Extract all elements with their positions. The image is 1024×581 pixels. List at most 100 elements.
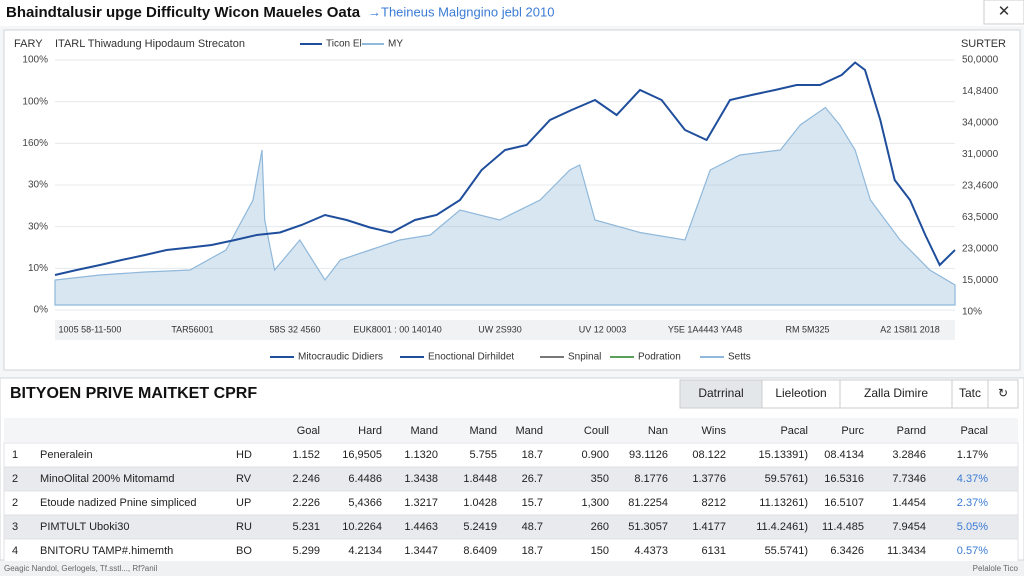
table-row[interactable]	[3, 442, 1019, 468]
left-axis-label: 100%	[22, 55, 48, 66]
cell: 2.226	[292, 497, 320, 509]
row-name: BNITORU TAMP#.himemth	[40, 545, 173, 557]
cell: 5.755	[469, 449, 497, 461]
cell: 48.7	[522, 521, 543, 533]
row-name: MinoOlital 200% Mitomamd	[40, 473, 175, 485]
cell: 4.2134	[348, 545, 382, 557]
title-bar	[0, 0, 1024, 26]
column-header: Parnd	[897, 425, 926, 437]
cell: 81.2254	[628, 497, 668, 509]
window-title: Bhaindtalusir upge Difficulty Wicon Maue…	[6, 4, 361, 21]
column-header: Wins	[702, 425, 727, 437]
cell: 6131	[702, 545, 726, 557]
close-icon[interactable]: ✕	[998, 3, 1011, 20]
cell: 1,300	[581, 497, 609, 509]
cell: 08.4134	[824, 449, 864, 461]
column-header: Coull	[584, 425, 609, 437]
legend-label: Podration	[638, 352, 681, 363]
cell: 0.57%	[957, 545, 988, 557]
cell: 1.1320	[404, 449, 438, 461]
cell: 150	[591, 545, 609, 557]
cell: 1.4177	[692, 521, 726, 533]
right-axis-label: 23,0000	[962, 244, 999, 255]
column-header: Mand	[469, 425, 497, 437]
legend-label: Ticon El	[326, 39, 362, 50]
tab[interactable]	[761, 379, 841, 409]
cell: 18.7	[522, 545, 543, 557]
legend-label: Mitocraudic Didiers	[298, 352, 383, 363]
right-axis-label: 50,0000	[962, 55, 999, 66]
row-index: 1	[12, 449, 18, 461]
cell: 2.246	[292, 473, 320, 485]
cell: 3.2846	[892, 449, 926, 461]
tab-label[interactable]: Lieleotion	[775, 386, 826, 400]
x-axis-label: EUK8001 : 00 140140	[353, 324, 442, 334]
tab-label[interactable]: Datrrinal	[698, 386, 743, 400]
cell: 11.4.485	[822, 521, 864, 533]
cell: 93.1126	[629, 449, 668, 461]
cell: 11.4.2461)	[756, 521, 808, 533]
cell: 2.37%	[957, 497, 988, 509]
tab[interactable]	[951, 379, 989, 409]
cell: 5,4366	[348, 497, 382, 509]
table-row[interactable]	[3, 490, 1019, 516]
header-row	[4, 418, 1018, 442]
x-axis-label: 58S 32 4560	[269, 324, 320, 334]
tab[interactable]	[987, 379, 1019, 409]
legend-label: Snpinal	[568, 352, 601, 363]
x-axis-label: Y5E 1A4443 YA48	[668, 324, 742, 334]
cell: 6.4486	[348, 473, 382, 485]
right-axis-label: 10%	[962, 307, 982, 318]
tab-label[interactable]: Zalla Dimire	[864, 386, 928, 400]
table-row[interactable]	[3, 466, 1019, 492]
cell: 7.9454	[892, 521, 926, 533]
right-axis-label: 14,8400	[962, 86, 999, 97]
left-axis-label: 0%	[34, 305, 49, 316]
footer-bar	[0, 561, 1024, 576]
table-row[interactable]	[3, 538, 1019, 564]
row-index: 4	[12, 545, 18, 557]
line	[54, 61, 956, 276]
column-header: Mand	[515, 425, 543, 437]
cell: 55.5741)	[765, 545, 808, 557]
legend-label: MY	[388, 39, 403, 50]
column-header: Pacal	[960, 425, 988, 437]
column-header: Mand	[410, 425, 438, 437]
cell: 0.900	[581, 449, 609, 461]
cell: 1.3438	[404, 473, 438, 485]
cell: 4.37%	[957, 473, 988, 485]
row-name: Peneralein	[40, 449, 93, 461]
right-axis-label: 63,5000	[962, 212, 999, 223]
area	[54, 106, 956, 306]
window-subtitle: →Theineus Malgngino jebl 2010	[368, 4, 554, 19]
table-row[interactable]	[3, 514, 1019, 540]
right-axis-label: 34,0000	[962, 118, 999, 129]
cell: 5.05%	[957, 521, 988, 533]
tab[interactable]	[679, 379, 763, 409]
x-axis-label: 1005 58-11-500	[59, 324, 122, 334]
cell: 1.0428	[463, 497, 497, 509]
right-axis-label: 15,0000	[962, 275, 999, 286]
column-header: Purc	[841, 425, 864, 437]
cell: 7.7346	[892, 473, 926, 485]
row-index: 2	[12, 473, 18, 485]
cell: 4.4373	[634, 545, 668, 557]
row-code: BO	[236, 545, 252, 557]
row-name: PIMTULT Uboki30	[40, 521, 129, 533]
plot-area	[55, 55, 955, 305]
cell: 51.3057	[628, 521, 668, 533]
cell: 350	[591, 473, 609, 485]
tab[interactable]	[839, 379, 953, 409]
cell: 1.17%	[957, 449, 988, 461]
cell: 1.3447	[404, 545, 438, 557]
tab-label[interactable]: ↻	[998, 386, 1008, 400]
column-header: Goal	[297, 425, 320, 437]
cell: 10.2264	[342, 521, 382, 533]
column-header: Nan	[648, 425, 668, 437]
cell: 1.4454	[892, 497, 926, 509]
tab-label[interactable]: Tatc	[959, 386, 981, 400]
close-button[interactable]	[983, 0, 1024, 25]
chart-caption: ITARL Thiwadung Hipodaum Strecaton	[55, 38, 245, 50]
left-axis-label: 30%	[28, 221, 48, 232]
cell: 59.5761)	[765, 473, 808, 485]
